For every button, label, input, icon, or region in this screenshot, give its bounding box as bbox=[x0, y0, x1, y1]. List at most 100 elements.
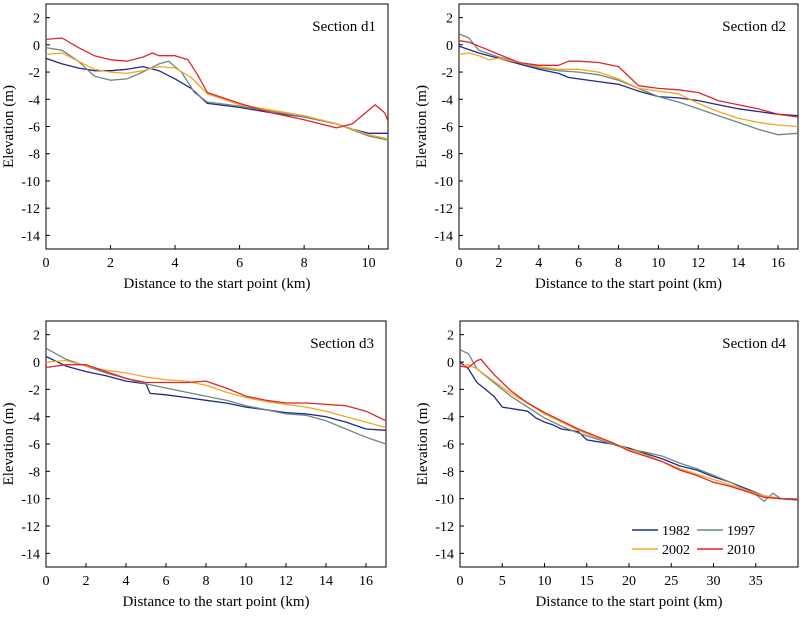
section-title: Section d4 bbox=[722, 336, 786, 352]
y-tick-label: -10 bbox=[435, 493, 454, 508]
series-line-2002 bbox=[459, 52, 798, 128]
y-axis-label: Elevation (m) bbox=[414, 85, 430, 168]
y-tick-label: -8 bbox=[441, 148, 453, 163]
series-line-1997 bbox=[46, 46, 388, 141]
x-tick-label: 2 bbox=[107, 256, 114, 271]
x-tick-label: 0 bbox=[457, 574, 464, 589]
x-tick-label: 16 bbox=[359, 574, 373, 589]
y-axis-label: Elevation (m) bbox=[415, 403, 431, 486]
x-tick-label: 15 bbox=[580, 574, 594, 589]
x-tick-label: 10 bbox=[362, 256, 376, 271]
y-tick-label: -10 bbox=[434, 175, 453, 190]
x-tick-label: 14 bbox=[319, 574, 333, 589]
y-tick-label: 2 bbox=[446, 12, 453, 27]
y-tick-label: -14 bbox=[21, 229, 40, 244]
plot-frame bbox=[45, 3, 389, 250]
x-tick-label: 16 bbox=[771, 256, 785, 271]
legend-label-1997: 1997 bbox=[727, 524, 755, 539]
x-tick-label: 6 bbox=[163, 574, 170, 589]
x-tick-label: 20 bbox=[622, 574, 636, 589]
plot-frame bbox=[458, 3, 799, 250]
x-tick-label: 30 bbox=[707, 574, 721, 589]
y-tick-label: -6 bbox=[442, 438, 454, 453]
series-line-2010 bbox=[46, 37, 388, 129]
y-tick-label: -2 bbox=[442, 383, 454, 398]
x-tick-label: 4 bbox=[123, 574, 130, 589]
x-tick-label: 2 bbox=[495, 256, 502, 271]
x-tick-label: 12 bbox=[279, 574, 293, 589]
x-axis-label: Distance to the start point (km) bbox=[535, 594, 722, 610]
y-tick-label: -2 bbox=[441, 66, 453, 81]
series-line-1982 bbox=[460, 361, 798, 501]
legend-label-2002: 2002 bbox=[662, 543, 690, 558]
y-tick-label: -4 bbox=[28, 411, 40, 426]
y-tick-label: -6 bbox=[441, 121, 453, 136]
series-line-2002 bbox=[46, 52, 388, 140]
y-tick-label: -4 bbox=[442, 411, 454, 426]
series-line-1997 bbox=[46, 347, 386, 445]
x-tick-label: 35 bbox=[749, 574, 763, 589]
y-tick-label: -10 bbox=[21, 493, 40, 508]
y-tick-label: -12 bbox=[21, 202, 40, 217]
y-tick-label: -12 bbox=[435, 520, 454, 535]
y-tick-label: -8 bbox=[442, 465, 454, 480]
y-tick-label: -8 bbox=[28, 465, 40, 480]
series-line-1982 bbox=[46, 355, 386, 431]
y-axis-label: Elevation (m) bbox=[1, 403, 17, 486]
y-tick-label: -14 bbox=[21, 547, 40, 562]
x-tick-label: 8 bbox=[203, 574, 210, 589]
y-tick-label: -12 bbox=[21, 520, 40, 535]
y-tick-label: 0 bbox=[33, 356, 40, 371]
y-tick-label: 2 bbox=[33, 12, 40, 27]
chart-panel-d1: 0 2 4 6 8 10 2 0 -2 -4 -6 -8 -10 -12 -14 Distance to th… bbox=[1, 3, 389, 292]
series-line-2002 bbox=[460, 364, 798, 501]
x-tick-label: 8 bbox=[301, 256, 308, 271]
series-line-1982 bbox=[459, 45, 798, 117]
legend-label-1982: 1982 bbox=[662, 524, 690, 539]
series-group bbox=[46, 347, 386, 445]
x-tick-label: 4 bbox=[172, 256, 179, 271]
y-tick-label: -4 bbox=[441, 93, 453, 108]
y-tick-label: 2 bbox=[447, 329, 454, 344]
y-tick-label: -6 bbox=[28, 121, 40, 136]
series-line-1997 bbox=[460, 349, 798, 503]
y-tick-label: -2 bbox=[28, 66, 40, 81]
plot-frame bbox=[45, 320, 387, 568]
y-tick-label: -14 bbox=[434, 229, 453, 244]
section-title: Section d3 bbox=[310, 336, 374, 352]
x-tick-label: 10 bbox=[651, 256, 665, 271]
x-tick-label: 0 bbox=[43, 256, 50, 271]
y-tick-label: -8 bbox=[28, 148, 40, 163]
y-tick-label: -6 bbox=[28, 438, 40, 453]
x-tick-label: 25 bbox=[664, 574, 678, 589]
y-tick-label: 0 bbox=[33, 39, 40, 54]
series-line-2002 bbox=[46, 359, 386, 429]
y-tick-label: 0 bbox=[446, 39, 453, 54]
chart-panel-d3: 0 2 4 6 8 10 12 14 16 2 0 -2 -4 -6 -8 -10 -12 -14 Distance… bbox=[1, 320, 387, 610]
series-line-2010 bbox=[46, 364, 386, 422]
x-tick-label: 6 bbox=[575, 256, 582, 271]
y-tick-label: -12 bbox=[434, 202, 453, 217]
chart-panel-d4: 0 5 10 15 20 25 30 3520-2-4-6-8-10-12-14Distanc… bbox=[415, 320, 799, 610]
section-title: Section d2 bbox=[722, 19, 786, 35]
series-group bbox=[46, 37, 388, 141]
x-tick-label: 5 bbox=[499, 574, 506, 589]
x-tick-label: 12 bbox=[691, 256, 705, 271]
x-tick-label: 14 bbox=[731, 256, 745, 271]
y-tick-label: -2 bbox=[28, 383, 40, 398]
x-tick-label: 4 bbox=[535, 256, 542, 271]
x-tick-label: 10 bbox=[538, 574, 552, 589]
chart-panel-d2: 0 2 4 6 8 10 12 14 16 2 0 -2 -4 -6 -8 -10 -12 -14 Distance… bbox=[414, 3, 799, 292]
series-line-2010 bbox=[459, 40, 798, 118]
x-axis-label: Distance to the start point (km) bbox=[123, 276, 310, 292]
y-tick-label: -10 bbox=[21, 175, 40, 190]
x-tick-label: 10 bbox=[239, 574, 253, 589]
series-line-1997 bbox=[459, 33, 798, 136]
x-tick-label: 6 bbox=[236, 256, 243, 271]
x-tick-label: 0 bbox=[43, 574, 50, 589]
x-axis-label: Distance to the start point (km) bbox=[535, 276, 722, 292]
y-axis-label: Elevation (m) bbox=[1, 85, 17, 168]
section-title: Section d1 bbox=[312, 19, 376, 35]
series-group bbox=[460, 349, 798, 503]
